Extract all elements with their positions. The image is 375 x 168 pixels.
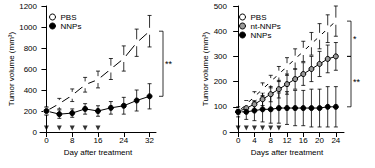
svg-text:PBS: PBS bbox=[61, 13, 77, 22]
svg-text:20: 20 bbox=[315, 136, 324, 145]
svg-text:Tumor volume (mm³): Tumor volume (mm³) bbox=[7, 31, 16, 106]
svg-text:0: 0 bbox=[33, 128, 38, 137]
svg-text:300: 300 bbox=[214, 52, 228, 61]
svg-text:0: 0 bbox=[236, 136, 241, 145]
svg-text:Days after treatment: Days after treatment bbox=[251, 148, 324, 157]
svg-text:0: 0 bbox=[44, 136, 49, 145]
svg-text:nt-NNPs: nt-NNPs bbox=[251, 22, 281, 31]
svg-text:1200: 1200 bbox=[19, 2, 37, 11]
svg-text:24: 24 bbox=[119, 136, 128, 145]
svg-text:*: * bbox=[353, 34, 357, 44]
svg-text:16: 16 bbox=[94, 136, 103, 145]
svg-text:4: 4 bbox=[252, 136, 257, 145]
svg-text:800: 800 bbox=[24, 44, 38, 53]
svg-text:Tumor volume (mm³): Tumor volume (mm³) bbox=[201, 31, 210, 106]
svg-text:24: 24 bbox=[331, 136, 340, 145]
svg-text:400: 400 bbox=[214, 27, 228, 36]
svg-text:12: 12 bbox=[283, 136, 292, 145]
svg-text:200: 200 bbox=[214, 77, 228, 86]
svg-text:100: 100 bbox=[214, 102, 228, 111]
svg-text:Day after treatment: Day after treatment bbox=[64, 148, 133, 157]
svg-text:**: ** bbox=[353, 77, 361, 87]
svg-text:400: 400 bbox=[24, 86, 38, 95]
svg-text:8: 8 bbox=[70, 136, 75, 145]
svg-text:600: 600 bbox=[24, 65, 38, 74]
svg-text:8: 8 bbox=[268, 136, 273, 145]
svg-text:500: 500 bbox=[214, 2, 228, 11]
svg-text:1000: 1000 bbox=[19, 23, 37, 32]
svg-text:**: ** bbox=[165, 59, 173, 69]
svg-text:16: 16 bbox=[299, 136, 308, 145]
svg-text:NNPs: NNPs bbox=[61, 22, 82, 31]
svg-text:PBS: PBS bbox=[251, 13, 267, 22]
svg-text:32: 32 bbox=[145, 136, 154, 145]
svg-text:200: 200 bbox=[24, 107, 38, 116]
svg-text:NNPs: NNPs bbox=[251, 31, 272, 40]
svg-text:0: 0 bbox=[223, 128, 228, 137]
